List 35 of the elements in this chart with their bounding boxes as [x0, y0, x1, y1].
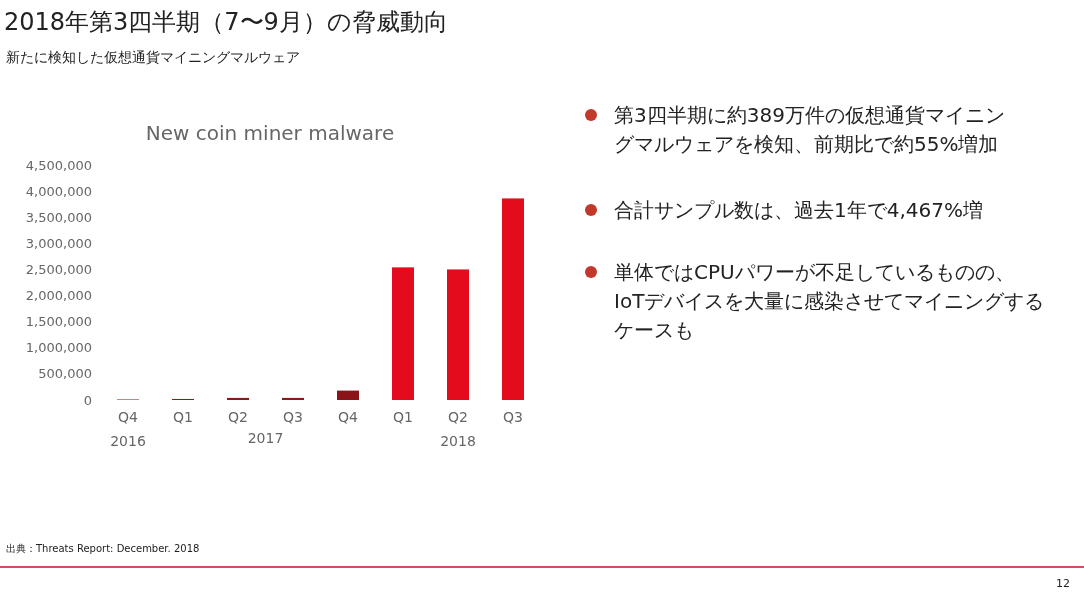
bar	[392, 267, 414, 400]
y-tick-label: 2,500,000	[25, 261, 92, 277]
y-tick-label: 4,500,000	[25, 157, 92, 173]
bar	[282, 397, 304, 400]
x-tick-label: Q1	[393, 409, 413, 425]
text: 2018年第3四半期（7〜9月）の脅威動向	[4, 8, 448, 36]
x-tick-label: Q3	[503, 409, 523, 425]
y-tick-label: 3,500,000	[25, 209, 92, 225]
text: 2018	[440, 433, 476, 449]
x-tick-label: Q4	[118, 409, 139, 425]
text: 2016	[110, 433, 146, 449]
x-tick-label: Q1	[173, 409, 193, 425]
text: 12	[1056, 577, 1070, 590]
text: 2017	[247, 430, 284, 446]
x-tick-label: Q3	[283, 409, 303, 425]
bar	[502, 198, 524, 400]
y-tick-label: 3,000,000	[25, 235, 92, 251]
y-tick-label: 500,000	[38, 366, 92, 382]
x-tick-label: Q2	[448, 409, 468, 425]
text: 第3四半期に約389万件の仮想通貨マイニングマルウェアを検知、前期比で約55%増加	[614, 103, 1005, 156]
x-tick-label: Q4	[338, 409, 359, 425]
y-tick-label: 4,000,000	[25, 183, 92, 199]
bar	[447, 269, 469, 400]
text: 合計サンプル数は、過去1年で4,467%増	[614, 198, 983, 222]
text: 単体ではCPUパワーが不足しているものの、IoTデバイスを大量に感染させてマイニングするケースも	[614, 260, 1045, 342]
y-tick-label: 1,500,000	[25, 314, 92, 330]
x-tick-label: Q2	[228, 409, 248, 425]
chart-title: New coin miner malware	[145, 121, 395, 145]
y-tick-label: 0	[83, 392, 92, 408]
bar	[337, 390, 359, 400]
y-tick-label: 2,000,000	[25, 288, 92, 304]
y-tick-label: 1,000,000	[25, 340, 92, 356]
source-note: 出典：Threats Report: December. 2018	[6, 543, 200, 554]
chart-subtitle: 新たに検知した仮想通貨マイニングマルウェア	[6, 49, 300, 65]
bar	[227, 397, 249, 400]
